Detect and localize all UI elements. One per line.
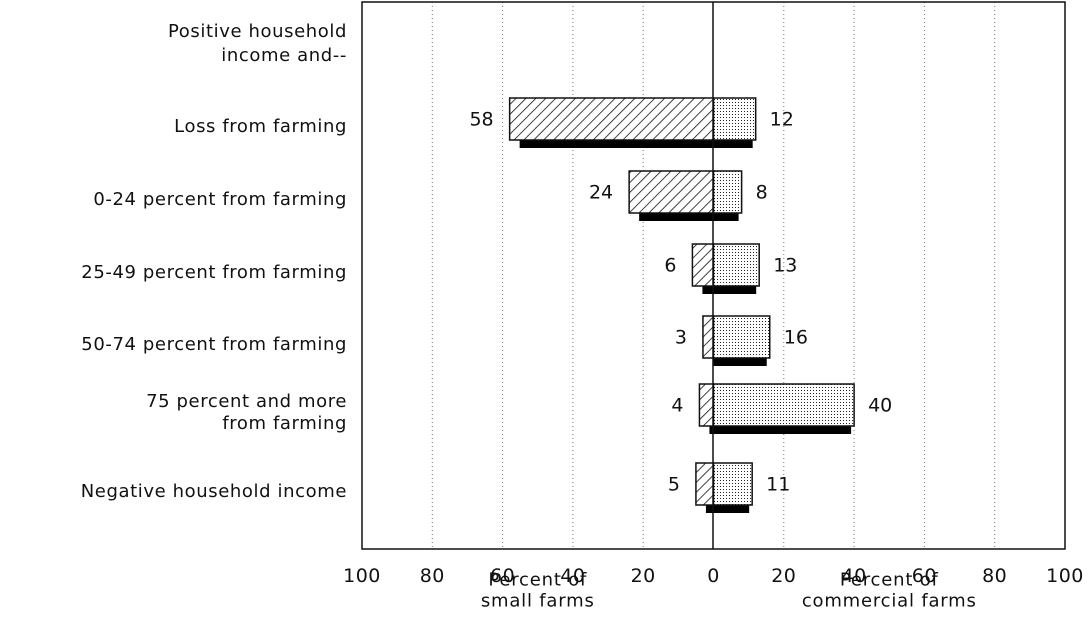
bar-commercial-farms bbox=[712, 383, 855, 427]
data-label-commercial-farms: 13 bbox=[773, 255, 797, 277]
data-label-small-farms: 6 bbox=[664, 255, 676, 277]
data-label-small-farms: 24 bbox=[589, 182, 613, 204]
x-tick-label: 100 bbox=[1046, 565, 1084, 587]
category-label: 50-74 percent from farming bbox=[81, 334, 347, 355]
data-label-small-farms: 58 bbox=[469, 109, 493, 131]
category-label-line: Loss from farming bbox=[174, 116, 347, 137]
category-label-line: from farming bbox=[222, 413, 347, 434]
data-label-small-farms: 4 bbox=[671, 395, 683, 417]
category-label: 0-24 percent from farming bbox=[93, 189, 347, 210]
category-label-line: 75 percent and more bbox=[146, 391, 347, 412]
category-label: 25-49 percent from farming bbox=[81, 262, 347, 283]
category-label: Loss from farming bbox=[174, 116, 347, 137]
category-label-line: 25-49 percent from farming bbox=[81, 262, 347, 283]
bar-commercial-farms bbox=[712, 315, 771, 359]
bar-small-farms bbox=[695, 462, 715, 506]
bar-shadow bbox=[519, 138, 753, 148]
bar-shadow bbox=[712, 356, 767, 366]
bar-small-farms bbox=[628, 170, 715, 214]
x-tick-label: 40 bbox=[560, 565, 585, 587]
bar-small-farms bbox=[691, 243, 715, 287]
x-tick-label: 20 bbox=[771, 565, 796, 587]
x-tick-label: 0 bbox=[707, 565, 720, 587]
right-axis-title-line: commercial farms bbox=[802, 591, 977, 612]
bar-small-farms bbox=[698, 383, 715, 427]
data-label-commercial-farms: 11 bbox=[766, 474, 790, 496]
left-axis-title: Percent of small farms bbox=[481, 570, 595, 612]
bar-shadow bbox=[639, 211, 739, 221]
bar-shadow bbox=[702, 284, 757, 294]
bar-commercial-farms bbox=[712, 97, 757, 141]
bars bbox=[508, 97, 855, 506]
data-label-small-farms: 3 bbox=[675, 327, 687, 349]
bar-shadow bbox=[709, 424, 852, 434]
right-axis-title: Percent of commercial farms bbox=[802, 570, 977, 612]
bar-small-farms bbox=[702, 315, 715, 359]
bar-commercial-farms bbox=[712, 170, 743, 214]
data-label-small-farms: 5 bbox=[668, 474, 680, 496]
bar-shadow bbox=[705, 503, 750, 513]
left-axis-title-line: Percent of bbox=[488, 570, 587, 591]
category-group-header-line: income and-- bbox=[221, 45, 347, 66]
right-axis-title-line: Percent of bbox=[840, 570, 939, 591]
x-tick-label: 100 bbox=[343, 565, 381, 587]
bar-commercial-farms bbox=[712, 243, 760, 287]
data-label-commercial-farms: 12 bbox=[770, 109, 794, 131]
category-group-header-line: Positive household bbox=[168, 21, 347, 42]
labels: 100 80 60 40 20 0 20 40 60 80 100 Positive househol… bbox=[81, 21, 1084, 612]
data-label-commercial-farms: 16 bbox=[784, 327, 808, 349]
category-label-line: Negative household income bbox=[81, 481, 347, 502]
x-tick-label: 60 bbox=[912, 565, 937, 587]
category-label-line: 50-74 percent from farming bbox=[81, 334, 347, 355]
bar-small-farms bbox=[508, 97, 715, 141]
data-label-commercial-farms: 8 bbox=[756, 182, 768, 204]
left-axis-title-line: small farms bbox=[481, 591, 595, 612]
category-label: 75 percent and more from farming bbox=[146, 391, 347, 434]
x-tick-label: 40 bbox=[842, 565, 867, 587]
data-label-commercial-farms: 40 bbox=[868, 395, 892, 417]
x-tick-label: 80 bbox=[420, 565, 445, 587]
x-tick-label: 60 bbox=[490, 565, 515, 587]
bar-shadows bbox=[519, 138, 852, 513]
category-group-header: Positive household income and-- bbox=[168, 21, 347, 66]
x-tick-label: 80 bbox=[982, 565, 1007, 587]
x-tick-label: 20 bbox=[631, 565, 656, 587]
category-label: Negative household income bbox=[81, 481, 347, 502]
category-label-line: 0-24 percent from farming bbox=[93, 189, 347, 210]
bar-commercial-farms bbox=[712, 462, 753, 506]
